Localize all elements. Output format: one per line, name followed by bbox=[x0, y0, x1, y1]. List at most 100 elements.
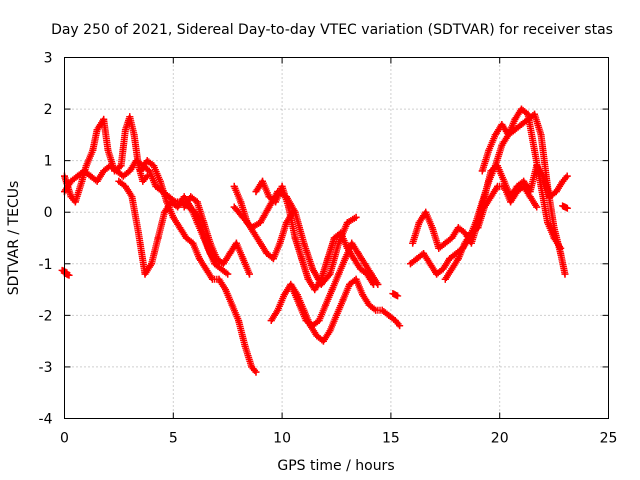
data-point bbox=[208, 275, 216, 283]
data-point bbox=[285, 203, 293, 211]
x-tick-label: 20 bbox=[491, 431, 509, 447]
data-point bbox=[245, 270, 253, 278]
data-point bbox=[491, 131, 499, 139]
data-point bbox=[487, 193, 495, 201]
data-point bbox=[511, 115, 519, 123]
data-point bbox=[111, 167, 119, 175]
data-point bbox=[291, 234, 299, 242]
x-tick-label: 0 bbox=[60, 431, 69, 447]
data-point bbox=[441, 275, 449, 283]
data-point bbox=[494, 162, 502, 170]
data-point bbox=[531, 146, 539, 154]
y-tick-label: 3 bbox=[44, 51, 53, 67]
data-point bbox=[348, 239, 356, 247]
data-point bbox=[396, 322, 404, 330]
data-point bbox=[346, 280, 354, 288]
data-point bbox=[154, 234, 162, 242]
data-point bbox=[365, 301, 373, 309]
data-point bbox=[372, 306, 380, 314]
data-point bbox=[228, 301, 236, 309]
data-point bbox=[87, 172, 95, 180]
data-point bbox=[128, 193, 136, 201]
data-point bbox=[367, 270, 375, 278]
data-point bbox=[435, 244, 443, 252]
data-point bbox=[104, 146, 112, 154]
data-point bbox=[267, 317, 275, 325]
x-tick-label: 5 bbox=[169, 431, 178, 447]
data-point bbox=[174, 203, 182, 211]
data-point bbox=[115, 177, 123, 185]
data-point bbox=[248, 224, 256, 232]
data-point bbox=[409, 239, 417, 247]
x-tick-label: 25 bbox=[600, 431, 618, 447]
data-point bbox=[274, 306, 282, 314]
data-point bbox=[193, 198, 201, 206]
data-point bbox=[248, 363, 256, 371]
data-point bbox=[361, 260, 369, 268]
data-point bbox=[552, 188, 560, 196]
chart-title: Day 250 of 2021, Sidereal Day-to-day VTE… bbox=[51, 22, 613, 38]
data-point bbox=[195, 255, 203, 263]
data-point bbox=[176, 224, 184, 232]
data-point bbox=[100, 115, 108, 123]
data-point bbox=[319, 337, 327, 345]
data-point bbox=[333, 311, 340, 319]
data-point bbox=[439, 265, 447, 273]
data-point bbox=[478, 167, 486, 175]
data-point bbox=[117, 162, 125, 170]
data-point bbox=[378, 306, 386, 314]
data-point bbox=[232, 239, 240, 247]
data-point bbox=[311, 286, 319, 294]
data-point bbox=[252, 368, 260, 376]
data-point bbox=[350, 255, 358, 263]
data-point bbox=[391, 317, 399, 325]
data-point bbox=[513, 188, 521, 196]
data-point bbox=[343, 219, 351, 227]
data-point bbox=[143, 157, 151, 165]
data-point bbox=[219, 260, 227, 268]
data-point bbox=[415, 219, 423, 227]
x-axis-label: GPS time / hours bbox=[277, 458, 394, 474]
data-point bbox=[145, 167, 153, 175]
data-point bbox=[182, 234, 190, 242]
data-point bbox=[119, 172, 127, 180]
data-point bbox=[230, 203, 238, 211]
data-point bbox=[526, 193, 534, 201]
data-point bbox=[200, 219, 208, 227]
data-point bbox=[531, 110, 539, 118]
data-point bbox=[563, 172, 571, 180]
data-point bbox=[226, 249, 234, 257]
data-point bbox=[448, 265, 456, 273]
data-series-arc-4 bbox=[137, 157, 260, 376]
data-point bbox=[252, 188, 260, 196]
data-point bbox=[309, 322, 317, 330]
x-tick-label: 15 bbox=[382, 431, 400, 447]
data-point bbox=[507, 198, 515, 206]
data-point bbox=[230, 182, 238, 190]
data-point bbox=[74, 172, 82, 180]
data-point bbox=[272, 198, 280, 206]
data-series-arc-14 bbox=[478, 105, 565, 252]
data-point bbox=[524, 110, 532, 118]
data-point bbox=[189, 239, 197, 247]
data-point bbox=[256, 239, 264, 247]
data-point bbox=[143, 172, 151, 180]
data-point bbox=[137, 167, 145, 175]
data-point bbox=[474, 224, 482, 232]
data-point bbox=[335, 239, 343, 247]
data-point bbox=[241, 342, 249, 350]
data-point bbox=[422, 208, 430, 216]
data-series-arc-3 bbox=[115, 177, 221, 278]
data-point bbox=[498, 141, 506, 149]
data-point bbox=[126, 113, 134, 121]
data-point bbox=[309, 265, 317, 273]
data-point bbox=[537, 182, 545, 190]
data-point bbox=[500, 182, 508, 190]
data-point bbox=[202, 265, 210, 273]
data-point bbox=[256, 219, 264, 227]
data-point bbox=[93, 177, 101, 185]
data-point bbox=[82, 162, 90, 170]
data-point bbox=[78, 177, 86, 185]
